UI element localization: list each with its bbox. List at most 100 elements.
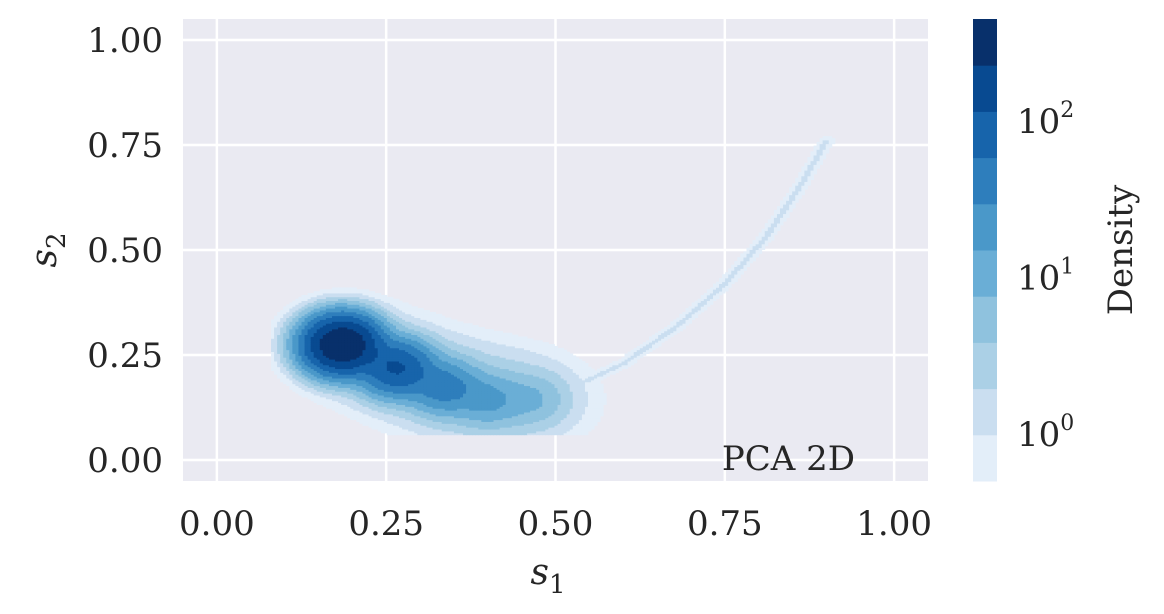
density-cell — [392, 385, 397, 388]
density-cell — [286, 310, 290, 313]
density-cell — [438, 319, 443, 322]
density-cell — [280, 330, 284, 334]
density-cell — [328, 397, 333, 400]
density-cell — [460, 344, 464, 347]
density-cell — [389, 425, 394, 428]
density-cell — [335, 355, 339, 358]
density-cell — [514, 400, 519, 404]
density-cell — [386, 317, 391, 320]
density-cell — [386, 408, 391, 411]
density-cell — [499, 338, 504, 341]
density-cell — [362, 353, 366, 356]
density-cell — [499, 362, 504, 366]
density-cell — [502, 372, 507, 375]
density-cell — [460, 415, 464, 419]
density-cell — [426, 359, 430, 362]
density-cell — [408, 321, 412, 324]
density-cell — [453, 321, 458, 324]
density-cell — [438, 415, 443, 419]
density-cell — [283, 357, 287, 360]
density-cell — [487, 385, 491, 388]
density-cell — [356, 334, 360, 337]
density-cell — [341, 323, 345, 326]
density-cell — [441, 423, 446, 426]
density-cell — [322, 397, 327, 400]
density-cell — [417, 328, 421, 332]
density-cell — [402, 327, 406, 330]
density-cell — [478, 345, 482, 349]
density-cell — [325, 378, 330, 381]
density-cell — [377, 338, 382, 341]
density-cell — [475, 342, 479, 345]
density-cell — [286, 313, 290, 317]
density-cell — [386, 400, 391, 404]
density-cell — [453, 421, 458, 424]
density-cell — [490, 332, 494, 336]
density-cell — [347, 319, 351, 322]
density-cell — [496, 397, 501, 400]
density-cell — [466, 383, 470, 387]
density-cell — [374, 319, 379, 322]
density-cell — [338, 353, 342, 356]
density-cell — [396, 302, 400, 305]
density-cell — [365, 353, 369, 356]
density-cell — [490, 385, 494, 388]
density-cell — [508, 364, 513, 368]
density-cell — [389, 381, 394, 385]
density-cell — [481, 395, 485, 398]
density-cell — [365, 400, 369, 404]
density-cell — [423, 319, 427, 322]
density-cell — [359, 378, 363, 381]
density-cell — [286, 321, 290, 324]
density-cell — [408, 347, 412, 351]
density-cell — [310, 304, 315, 307]
density-cell — [517, 336, 522, 339]
density-cell — [420, 311, 424, 315]
density-cell — [359, 381, 363, 385]
density-cell — [322, 381, 327, 385]
density-cell — [517, 421, 522, 424]
density-cell — [347, 304, 351, 307]
density-cell — [432, 340, 437, 343]
density-cell — [478, 361, 482, 364]
density-cell — [438, 387, 443, 390]
density-cell — [374, 383, 379, 387]
density-cell — [298, 351, 302, 354]
density-cell — [450, 349, 455, 353]
density-cell — [347, 313, 351, 317]
density-cell — [377, 412, 382, 415]
density-cell — [490, 406, 494, 409]
density-cell — [463, 417, 467, 421]
density-cell — [313, 389, 318, 392]
density-cell — [335, 298, 339, 302]
density-cell — [289, 376, 293, 379]
density-cell — [502, 344, 507, 347]
density-cell — [277, 327, 281, 330]
density-cell — [380, 296, 385, 300]
density-cell — [484, 364, 488, 368]
density-cell — [484, 368, 488, 371]
density-cell — [490, 330, 494, 334]
density-cell — [402, 395, 406, 398]
density-cell — [371, 338, 376, 341]
density-cell — [450, 323, 455, 326]
density-cell — [423, 415, 427, 419]
density-cell — [496, 338, 501, 341]
density-cell — [514, 404, 519, 407]
density-cell — [356, 387, 360, 390]
density-cell — [460, 325, 464, 328]
density-cell — [499, 395, 504, 398]
density-cell — [420, 319, 424, 322]
density-cell — [322, 361, 327, 364]
density-cell — [307, 336, 312, 339]
density-cell — [322, 315, 327, 319]
density-cell — [444, 330, 449, 334]
density-cell — [365, 410, 369, 413]
density-cell — [353, 412, 357, 415]
density-cell — [429, 323, 433, 326]
density-cell — [383, 370, 388, 373]
density-cell — [405, 398, 409, 402]
density-cell — [335, 300, 339, 303]
density-cell — [472, 359, 476, 362]
density-cell — [423, 330, 427, 334]
